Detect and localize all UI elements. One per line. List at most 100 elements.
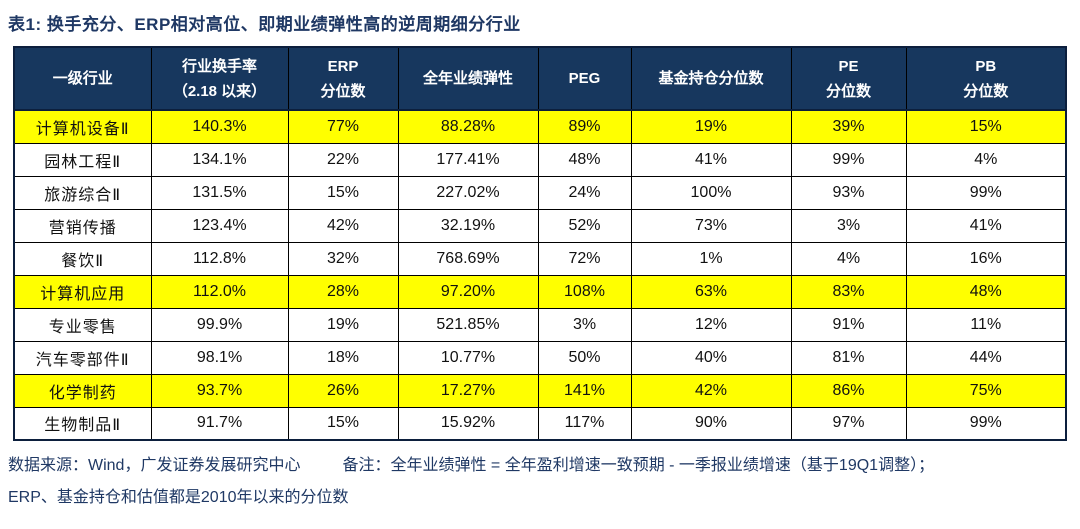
value-cell: 26% [287,373,399,408]
column-header: PE 分位数 [790,46,907,111]
value-cell: 18% [287,340,399,375]
value-cell: 3% [790,208,907,243]
value-cell: 90% [630,406,792,441]
value-cell: 24% [537,175,632,210]
table-row: 营销传播 123.4% 42% 32.19% 52% 73% 3% 41% [13,208,1067,243]
value-cell: 48% [537,142,632,177]
value-cell: 1% [630,241,792,276]
data-source-text: 数据来源：Wind，广发证券发展研究中心 [8,457,301,474]
column-header: PEG [537,46,632,111]
value-cell: 50% [537,340,632,375]
value-cell: 72% [537,241,632,276]
table-row: 生物制品Ⅱ 91.7% 15% 15.92% 117% 90% 97% 99% [13,406,1067,441]
value-cell: 41% [630,142,792,177]
value-cell: 15.92% [397,406,539,441]
value-cell: 100% [630,175,792,210]
footnote-line-2: ERP、基金持仓和估值都是2010年以来的分位数 [8,489,349,506]
value-cell: 16% [905,241,1067,276]
table-title: 表1: 换手充分、ERP相对高位、即期业绩弹性高的逆周期细分行业 [8,15,521,34]
table-row: 专业零售 99.9% 19% 521.85% 3% 12% 91% 11% [13,307,1067,342]
value-cell: 91% [790,307,907,342]
value-cell: 19% [287,307,399,342]
value-cell: 97.20% [397,274,539,309]
value-cell: 86% [790,373,907,408]
table-body: 计算机设备Ⅱ 140.3% 77% 88.28% 89% 19% 39% 15% 园林工程Ⅱ 13… [13,109,1067,441]
value-cell: 112.8% [150,241,289,276]
value-cell: 28% [287,274,399,309]
value-cell: 521.85% [397,307,539,342]
value-cell: 73% [630,208,792,243]
value-cell: 11% [905,307,1067,342]
industry-cell: 汽车零部件Ⅱ [13,340,152,375]
table-row-highlighted: 化学制药 93.7% 26% 17.27% 141% 42% 86% 75% [13,373,1067,408]
footnote-line-1: 数据来源：Wind，广发证券发展研究中心 备注：全年业绩弹性 = 全年盈利增速一致… [8,450,1080,482]
value-cell: 768.69% [397,241,539,276]
column-header: 一级行业 [13,46,152,111]
value-cell: 19% [630,109,792,144]
value-cell: 3% [537,307,632,342]
header-row: 一级行业 行业换手率 （2.18 以来） ERP 分位数 全年业绩弹性 PEG 基金持仓分位数… [13,46,1067,111]
column-header: ERP 分位数 [287,46,399,111]
industry-cell: 园林工程Ⅱ [13,142,152,177]
value-cell: 99.9% [150,307,289,342]
value-cell: 112.0% [150,274,289,309]
value-cell: 83% [790,274,907,309]
table-row: 旅游综合Ⅱ 131.5% 15% 227.02% 24% 100% 93% 99% [13,175,1067,210]
value-cell: 10.77% [397,340,539,375]
value-cell: 91.7% [150,406,289,441]
value-cell: 63% [630,274,792,309]
value-cell: 140.3% [150,109,289,144]
value-cell: 77% [287,109,399,144]
industry-table: 一级行业 行业换手率 （2.18 以来） ERP 分位数 全年业绩弹性 PEG 基金持仓分位数… [13,46,1067,441]
value-cell: 39% [790,109,907,144]
table-row-highlighted: 计算机设备Ⅱ 140.3% 77% 88.28% 89% 19% 39% 15% [13,109,1067,144]
value-cell: 12% [630,307,792,342]
industry-cell: 餐饮Ⅱ [13,241,152,276]
value-cell: 32.19% [397,208,539,243]
value-cell: 52% [537,208,632,243]
table-row: 餐饮Ⅱ 112.8% 32% 768.69% 72% 1% 4% 16% [13,241,1067,276]
value-cell: 93.7% [150,373,289,408]
value-cell: 75% [905,373,1067,408]
value-cell: 22% [287,142,399,177]
value-cell: 89% [537,109,632,144]
footnote: 数据来源：Wind，广发证券发展研究中心 备注：全年业绩弹性 = 全年盈利增速一致… [8,450,1080,514]
value-cell: 117% [537,406,632,441]
column-header: 基金持仓分位数 [630,46,792,111]
value-cell: 99% [905,406,1067,441]
value-cell: 40% [630,340,792,375]
value-cell: 44% [905,340,1067,375]
table-row-highlighted: 计算机应用 112.0% 28% 97.20% 108% 63% 83% 48% [13,274,1067,309]
column-header: PB 分位数 [905,46,1067,111]
value-cell: 98.1% [150,340,289,375]
value-cell: 32% [287,241,399,276]
note-text: 备注：全年业绩弹性 = 全年盈利增速一致预期 - 一季报业绩增速（基于19Q1调… [342,457,935,474]
industry-cell: 计算机设备Ⅱ [13,109,152,144]
report-table-figure: 表1: 换手充分、ERP相对高位、即期业绩弹性高的逆周期细分行业 一级行业 行业换… [0,10,1080,529]
value-cell: 131.5% [150,175,289,210]
industry-cell: 计算机应用 [13,274,152,309]
industry-cell: 专业零售 [13,307,152,342]
value-cell: 4% [790,241,907,276]
value-cell: 227.02% [397,175,539,210]
value-cell: 97% [790,406,907,441]
industry-cell: 化学制药 [13,373,152,408]
industry-cell: 旅游综合Ⅱ [13,175,152,210]
value-cell: 99% [790,142,907,177]
value-cell: 41% [905,208,1067,243]
value-cell: 141% [537,373,632,408]
value-cell: 15% [287,406,399,441]
value-cell: 4% [905,142,1067,177]
value-cell: 99% [905,175,1067,210]
value-cell: 81% [790,340,907,375]
value-cell: 15% [287,175,399,210]
value-cell: 42% [287,208,399,243]
table-row: 园林工程Ⅱ 134.1% 22% 177.41% 48% 41% 99% 4% [13,142,1067,177]
value-cell: 108% [537,274,632,309]
value-cell: 134.1% [150,142,289,177]
value-cell: 15% [905,109,1067,144]
industry-cell: 生物制品Ⅱ [13,406,152,441]
value-cell: 93% [790,175,907,210]
table-header: 一级行业 行业换手率 （2.18 以来） ERP 分位数 全年业绩弹性 PEG 基金持仓分位数… [13,46,1067,111]
value-cell: 42% [630,373,792,408]
